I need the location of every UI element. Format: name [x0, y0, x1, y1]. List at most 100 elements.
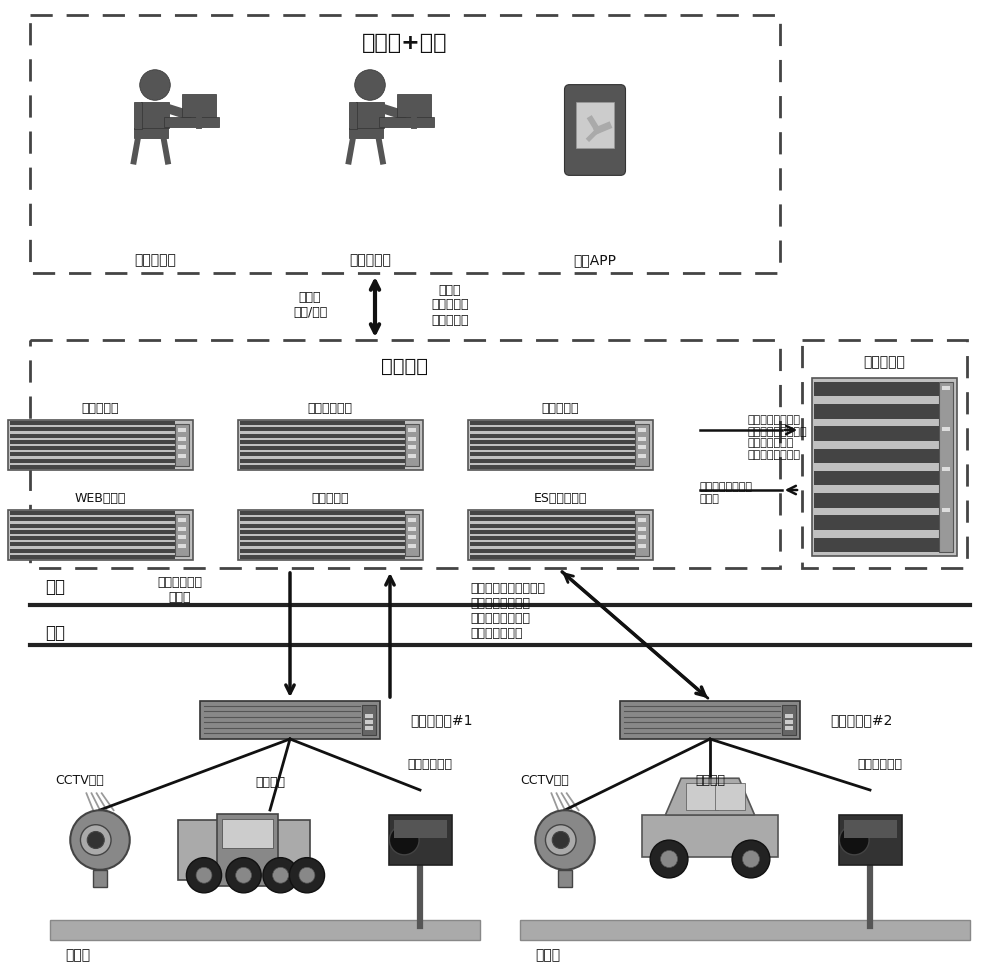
Bar [638, 535, 646, 539]
Bar [470, 517, 635, 521]
Bar [468, 420, 653, 470]
Bar [408, 518, 416, 522]
Bar [10, 440, 175, 444]
Bar [10, 446, 175, 451]
Bar [814, 382, 939, 396]
Bar [178, 428, 186, 432]
Circle shape [661, 851, 678, 867]
Circle shape [742, 851, 759, 867]
Bar [470, 523, 635, 528]
Bar [388, 815, 452, 864]
Bar [10, 458, 175, 462]
Bar [240, 453, 405, 456]
Text: 数据库服务器: 数据库服务器 [308, 401, 352, 415]
Bar [10, 555, 175, 559]
Bar [785, 726, 793, 730]
Text: WEB服务器: WEB服务器 [74, 491, 126, 505]
Bar [178, 445, 186, 449]
Text: 签约车辆图片、视频；
计量衡状态监测；
计量衡异常告警；
实时计量数据；: 签约车辆图片、视频； 计量衡状态监测； 计量衡异常告警； 实时计量数据； [470, 582, 545, 640]
Bar [365, 714, 373, 718]
Bar [10, 542, 175, 546]
Circle shape [226, 858, 261, 893]
Polygon shape [665, 778, 755, 815]
Bar [635, 424, 649, 466]
Circle shape [186, 858, 222, 893]
Bar [365, 720, 373, 724]
Text: 计量收费系统: 计量收费系统 [858, 758, 902, 772]
Bar [812, 378, 957, 556]
Text: 计量收费系统: 计量收费系统 [408, 758, 452, 772]
Bar [408, 526, 416, 531]
Bar [141, 102, 169, 128]
Bar [362, 705, 376, 735]
Bar [50, 920, 480, 940]
Text: 汽车衡网关#1: 汽车衡网关#1 [410, 713, 473, 727]
Bar [408, 535, 416, 539]
Bar [240, 446, 405, 451]
Bar [356, 102, 384, 128]
Bar [785, 720, 793, 724]
Bar [178, 543, 186, 547]
Bar [10, 523, 175, 528]
Bar [240, 555, 405, 559]
Bar [785, 714, 793, 718]
Bar [394, 820, 446, 837]
Bar [470, 548, 635, 553]
Bar [470, 453, 635, 456]
Text: 计量参数修改
与应答: 计量参数修改 与应答 [158, 576, 202, 604]
Bar [470, 427, 635, 431]
Bar [844, 820, 896, 837]
Bar [470, 433, 635, 438]
Bar [558, 869, 572, 887]
Bar [10, 433, 175, 438]
Bar [8, 420, 193, 470]
Bar [240, 427, 405, 431]
Circle shape [535, 810, 595, 869]
Bar [10, 421, 175, 425]
Text: 承载器: 承载器 [65, 948, 90, 962]
Bar [942, 386, 950, 390]
Text: 外网: 外网 [45, 624, 65, 642]
Bar [178, 518, 186, 522]
Bar [240, 536, 405, 541]
Bar [10, 517, 175, 521]
Bar [638, 428, 646, 432]
Bar [814, 449, 939, 463]
Bar [642, 815, 778, 857]
Bar [349, 128, 383, 137]
Circle shape [289, 858, 325, 893]
Bar [200, 701, 380, 739]
Bar [217, 814, 278, 886]
Bar [638, 436, 646, 441]
Bar [470, 555, 635, 559]
Bar [240, 465, 405, 469]
Bar [164, 117, 219, 128]
Bar [470, 536, 635, 541]
Bar [134, 128, 168, 137]
Text: 远程客户端: 远程客户端 [349, 253, 391, 267]
Bar [520, 920, 970, 940]
Bar [814, 471, 939, 485]
Bar [408, 428, 416, 432]
Circle shape [355, 70, 385, 101]
Bar [814, 493, 939, 508]
Bar [715, 783, 745, 810]
Bar [470, 542, 635, 546]
Bar [30, 340, 780, 568]
Bar [470, 458, 635, 462]
Bar [10, 427, 175, 431]
Bar [10, 530, 175, 534]
Bar [240, 517, 405, 521]
Bar [10, 548, 175, 553]
Bar [240, 421, 405, 425]
Circle shape [732, 840, 770, 878]
Bar [240, 512, 405, 515]
Bar [240, 440, 405, 444]
Bar [468, 510, 653, 560]
Text: CCTV系统: CCTV系统 [56, 774, 104, 786]
Text: 下行：
参数/指令: 下行： 参数/指令 [293, 291, 327, 319]
Bar [178, 526, 186, 531]
Circle shape [299, 867, 315, 883]
Bar [408, 445, 416, 449]
Bar [175, 514, 189, 556]
